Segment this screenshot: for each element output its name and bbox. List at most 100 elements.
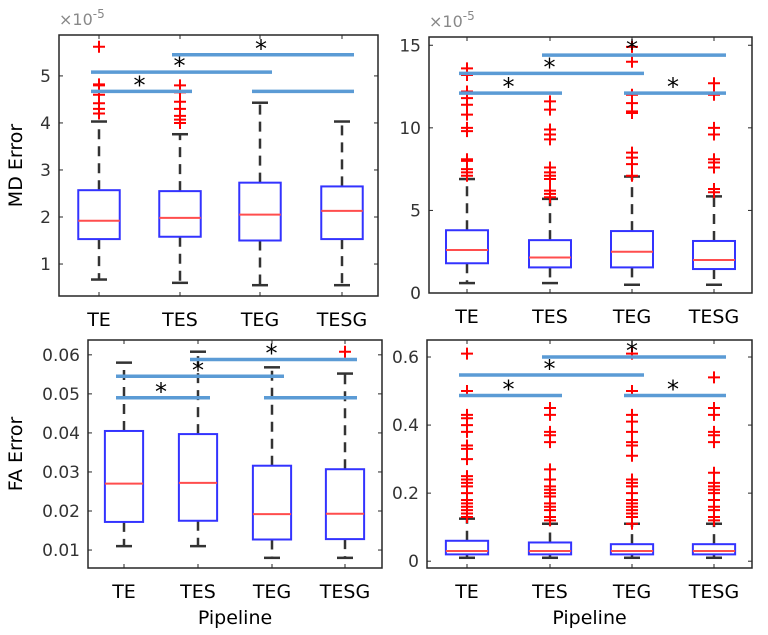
x-tick-label: TES (179, 581, 216, 603)
y-tick-label: 0.01 (42, 541, 80, 561)
outlier-marker (708, 425, 720, 438)
x-tick-label: TEG (612, 306, 651, 328)
outlier-marker (708, 121, 720, 134)
x-tick-label: TES (531, 306, 568, 328)
iqr-box (103, 429, 145, 523)
outlier-marker (544, 123, 556, 136)
significance-star: * (503, 73, 515, 101)
outlier-marker (544, 161, 556, 174)
panel-1: 1 2 3 4 5 TE TES TEG TESG * * * MD Error ×10-5 (5, 7, 379, 331)
outlier-marker (626, 146, 638, 159)
iqr-box (528, 239, 572, 269)
outlier-marker (93, 40, 105, 53)
y-axis-label: MD Error (5, 124, 27, 208)
outlier-marker (339, 345, 351, 358)
y-tick-label: 0.04 (42, 424, 80, 444)
box-te (445, 62, 489, 285)
outlier-marker (461, 153, 473, 166)
iqr-box (691, 543, 737, 556)
significance-star: * (134, 71, 146, 99)
outlier-marker (544, 463, 556, 476)
box-te (444, 347, 490, 560)
axes-frame (87, 339, 383, 569)
box-tesg (692, 77, 736, 286)
outlier-marker (708, 476, 720, 489)
axes-frame (428, 36, 753, 294)
outlier-marker (626, 425, 638, 438)
iqr-box (158, 190, 202, 238)
box-tes (527, 402, 573, 560)
x-tick-label: TESG (688, 581, 739, 603)
y-tick-label: 0.6 (392, 348, 419, 368)
significance-star: * (626, 35, 638, 63)
panel-4: 0 0.2 0.4 0.6 TE TES TEG TESG * * * * Pipeline (392, 337, 753, 629)
significance-star: * (155, 378, 167, 406)
significance-star: * (266, 340, 278, 368)
y-tick-label: 0.02 (42, 502, 80, 522)
outlier-marker (461, 470, 473, 483)
x-tick-label: TE (111, 581, 136, 603)
iqr-box (445, 229, 489, 265)
axes-frame (426, 339, 753, 569)
box-te (77, 40, 121, 281)
outlier-marker (461, 347, 473, 360)
x-tick-label: TE (454, 581, 479, 603)
iqr-box (609, 543, 655, 556)
outlier-marker (461, 121, 473, 134)
y-tick-label: 2 (40, 208, 51, 228)
box-teg (238, 101, 282, 287)
outlier-marker (174, 79, 186, 92)
box-teg (251, 366, 293, 560)
significance-star: * (255, 35, 267, 63)
significance-star: * (667, 375, 679, 403)
x-tick-label: TEG (612, 581, 651, 603)
outlier-marker (626, 473, 638, 486)
y-tick-label: 5 (410, 201, 421, 221)
panel-2: 0 5 10 15 TE TES TEG TESG * * * * ×10-5 (399, 9, 753, 328)
x-tick-label: TEG (252, 581, 291, 603)
outlier-marker (708, 402, 720, 415)
axes-frame (58, 34, 379, 297)
outlier-marker (544, 95, 556, 108)
x-tick-label: TES (161, 309, 198, 331)
y-tick-label: 10 (399, 119, 421, 139)
iqr-box (692, 239, 736, 271)
outlier-marker (626, 408, 638, 421)
outlier-marker (708, 77, 720, 90)
iqr-box (324, 468, 366, 541)
x-tick-label: TESG (688, 306, 739, 328)
x-axis-label: Pipeline (552, 607, 626, 629)
iqr-box (527, 541, 573, 556)
iqr-box (610, 230, 654, 269)
box-tesg (691, 371, 737, 560)
outlier-marker (461, 453, 473, 466)
y-tick-label: 0 (410, 284, 421, 304)
outlier-marker (626, 55, 638, 68)
outlier-marker (544, 425, 556, 438)
box-tes (177, 350, 219, 548)
x-tick-label: TESG (316, 309, 367, 331)
y-axis-label: FA Error (5, 417, 27, 492)
x-tick-label: TEG (240, 309, 279, 331)
y-tick-label: 0.06 (42, 346, 80, 366)
iqr-box (320, 185, 364, 241)
exponent-base: ×10 (429, 12, 463, 31)
significance-star: * (174, 52, 186, 80)
exponent-label: ×10-5 (429, 9, 475, 31)
box-tes (528, 95, 572, 285)
significance-star: * (503, 375, 515, 403)
y-tick-label: 0.03 (42, 463, 80, 483)
box-tes (158, 79, 202, 285)
outlier-marker (708, 153, 720, 166)
panel-3: 0.01 0.02 0.03 0.04 0.05 0.06 TE TES TEG TESG * * * F… (5, 339, 383, 629)
y-tick-label: 15 (399, 36, 421, 56)
y-tick-label: 0.05 (42, 385, 80, 405)
y-tick-label: 0.4 (392, 416, 419, 436)
box-tesg (320, 120, 364, 287)
outlier-marker (626, 436, 638, 449)
exponent-base: ×10 (59, 10, 93, 29)
outlier-marker (626, 449, 638, 462)
x-tick-label: TES (531, 581, 568, 603)
box-teg (610, 40, 654, 286)
outlier-marker (626, 40, 638, 53)
